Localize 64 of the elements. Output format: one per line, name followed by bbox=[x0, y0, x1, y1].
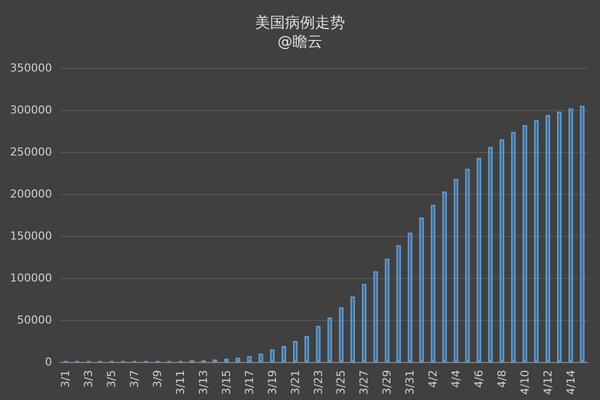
bar bbox=[488, 146, 493, 362]
x-tick-label: 3/17 bbox=[242, 370, 256, 395]
bar bbox=[350, 296, 355, 362]
chart-subtitle: @瞻云 bbox=[278, 32, 322, 50]
x-tick-label: 3/15 bbox=[220, 370, 233, 395]
y-tick-label: 100000 bbox=[10, 272, 52, 284]
y-tick-label: 350000 bbox=[10, 62, 52, 74]
bar bbox=[258, 354, 264, 362]
bar bbox=[282, 346, 286, 362]
bar bbox=[316, 326, 321, 362]
bar bbox=[454, 178, 458, 362]
x-tick-label: 4/10 bbox=[518, 370, 532, 395]
bar bbox=[442, 191, 447, 362]
y-tick-label: 200000 bbox=[10, 188, 52, 200]
x-tick-label: 3/1 bbox=[59, 370, 72, 388]
bar bbox=[362, 284, 366, 362]
bar bbox=[338, 307, 344, 362]
bar bbox=[534, 120, 539, 362]
bar bbox=[270, 349, 275, 362]
x-tick-label: 4/2 bbox=[426, 370, 440, 388]
bar bbox=[546, 115, 550, 362]
bar bbox=[236, 358, 240, 362]
bar bbox=[500, 139, 504, 362]
x-tick-label: 3/29 bbox=[380, 370, 394, 395]
x-tick-label: 3/31 bbox=[404, 370, 417, 395]
y-tick-label: 0 bbox=[45, 356, 52, 368]
x-tick-label: 4/4 bbox=[450, 370, 462, 388]
x-tick-label: 3/13 bbox=[196, 370, 210, 395]
bar bbox=[465, 168, 470, 362]
x-tick-label: 3/3 bbox=[82, 370, 96, 388]
chart-title: 美国病例走势 bbox=[255, 14, 345, 32]
y-tick-label: 250000 bbox=[10, 146, 52, 158]
x-tick-label: 4/12 bbox=[541, 370, 554, 395]
x-tick-label: 4/14 bbox=[564, 370, 578, 395]
bar bbox=[419, 218, 424, 362]
bar bbox=[580, 106, 585, 362]
bar bbox=[568, 108, 574, 362]
bar bbox=[522, 125, 528, 362]
bar bbox=[430, 204, 436, 362]
x-tick-label: 3/7 bbox=[128, 370, 142, 388]
y-tick-label: 300000 bbox=[10, 104, 52, 116]
x-tick-label: 3/27 bbox=[358, 370, 371, 395]
x-tick-label: 3/23 bbox=[312, 370, 325, 395]
y-tick-label: 150000 bbox=[10, 230, 52, 242]
y-tick-label: 50000 bbox=[17, 314, 52, 326]
bar bbox=[304, 336, 310, 362]
bar bbox=[373, 271, 378, 362]
x-tick-label: 4/6 bbox=[472, 370, 486, 388]
x-tick-label: 4/8 bbox=[495, 370, 508, 388]
bar bbox=[396, 245, 401, 362]
bar bbox=[408, 232, 412, 362]
bar bbox=[384, 258, 390, 362]
bar bbox=[511, 132, 516, 362]
x-tick-label: 3/25 bbox=[334, 370, 348, 395]
x-tick-label: 3/21 bbox=[288, 370, 302, 395]
bar bbox=[327, 317, 332, 362]
x-tick-label: 3/5 bbox=[105, 370, 118, 388]
x-tick-label: 3/9 bbox=[151, 370, 164, 388]
bar bbox=[247, 356, 252, 362]
x-tick-label: 3/11 bbox=[174, 370, 188, 395]
bar bbox=[293, 341, 298, 362]
bar bbox=[557, 112, 562, 362]
bar bbox=[476, 158, 482, 362]
x-tick-label: 3/19 bbox=[266, 370, 279, 395]
